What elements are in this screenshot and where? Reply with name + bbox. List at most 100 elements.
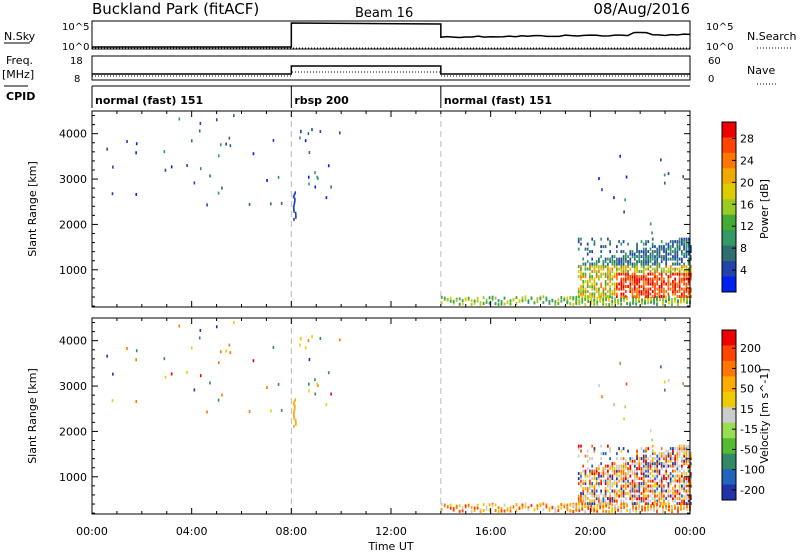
- power-cell: [590, 297, 593, 301]
- power-cell: [667, 275, 670, 279]
- power-cell: [676, 245, 679, 249]
- power-cell: [620, 257, 623, 261]
- velocity-cell: [219, 350, 222, 354]
- power-cell: [642, 265, 645, 269]
- velocity-cell: [672, 447, 674, 451]
- power-cell: [622, 295, 625, 299]
- power-cell: [233, 114, 235, 118]
- power-cell: [609, 270, 611, 274]
- velocity-cell: [591, 477, 594, 481]
- velocity-cell: [660, 489, 663, 493]
- power-cell: [229, 144, 232, 148]
- power-cell: [609, 250, 611, 254]
- power-cell: [678, 280, 681, 284]
- velocity-cell: [611, 484, 614, 488]
- power-cell: [611, 296, 614, 300]
- power-cell: [663, 287, 665, 291]
- velocity-cell: [658, 454, 661, 458]
- velocity-cell: [500, 509, 503, 513]
- power-cell: [687, 252, 690, 256]
- velocity-cell: [624, 492, 627, 496]
- power-cell: [624, 290, 627, 294]
- velocity-cell: [690, 454, 692, 458]
- velocity-cell: [642, 489, 645, 493]
- velocity-cell: [598, 502, 600, 506]
- power-cell: [217, 191, 220, 195]
- velocity-cell: [685, 502, 688, 506]
- velocity-cell: [678, 444, 681, 448]
- velocity-cell: [624, 459, 627, 463]
- velocity-cell: [683, 499, 685, 503]
- power-cell: [604, 292, 607, 296]
- power-cell: [649, 292, 652, 296]
- velocity-cell: [660, 477, 663, 481]
- nave-label: Nave: [747, 64, 775, 77]
- power-cell: [656, 280, 659, 284]
- power-cell: [636, 292, 638, 296]
- power-cell: [614, 299, 617, 303]
- velocity-cell: [622, 469, 625, 473]
- power-cell: [662, 298, 664, 302]
- power-cell: [660, 247, 663, 251]
- power-cell: [593, 295, 596, 299]
- velocity-cell: [635, 509, 637, 513]
- power-cell: [685, 267, 688, 271]
- power-cell: [638, 282, 641, 286]
- power-cell: [681, 242, 683, 246]
- power-cell: [690, 255, 692, 259]
- power-cell: [658, 277, 661, 281]
- velocity-cell: [618, 494, 620, 498]
- velocity-cell: [651, 449, 654, 453]
- power-cell: [645, 255, 647, 259]
- velocity-cell: [464, 504, 467, 508]
- power-cell: [221, 186, 223, 190]
- velocity-cell: [577, 477, 580, 481]
- power-cell: [598, 287, 600, 291]
- power-cell: [674, 287, 677, 291]
- velocity-cell: [642, 464, 645, 468]
- velocity-cell: [554, 510, 557, 514]
- velocity-cell: [685, 474, 688, 478]
- power-cell: [623, 299, 626, 303]
- velocity-cell: [665, 477, 668, 481]
- velocity-cell: [557, 509, 560, 513]
- power-cell: [636, 275, 638, 279]
- velocity-cell: [678, 477, 681, 481]
- power-cell: [663, 267, 665, 271]
- velocity-cell: [619, 361, 621, 365]
- velocity-cell: [581, 502, 584, 506]
- power-cell: [669, 275, 672, 279]
- velocity-cell: [636, 482, 638, 486]
- power-cell: [624, 252, 627, 256]
- velocity-cell: [613, 462, 616, 466]
- velocity-cell: [295, 422, 297, 426]
- power-cell: [656, 255, 659, 259]
- power-cell: [560, 296, 563, 300]
- power-cell: [623, 210, 625, 214]
- power-cell: [193, 181, 196, 185]
- power-cell: [620, 260, 623, 264]
- velocity-cell: [663, 452, 665, 456]
- velocity-cell: [602, 507, 605, 511]
- velocity-cell: [658, 479, 661, 483]
- velocity-cell: [607, 484, 609, 488]
- velocity-cell: [229, 351, 232, 355]
- power-cell: [629, 282, 632, 286]
- power-cell: [668, 295, 670, 299]
- power-cell: [633, 252, 636, 256]
- power-cell: [178, 117, 181, 121]
- colorbar-tick-label: -50: [740, 443, 758, 456]
- velocity-cell: [629, 467, 632, 471]
- velocity-cell: [645, 457, 647, 461]
- velocity-cell: [618, 474, 620, 478]
- velocity-cell: [577, 497, 580, 501]
- velocity-cell: [580, 482, 582, 486]
- power-cell: [667, 270, 670, 274]
- x-axis-label: Time UT: [367, 540, 413, 553]
- velocity-cell: [676, 502, 679, 506]
- power-cell: [674, 262, 677, 266]
- velocity-cell: [633, 492, 636, 496]
- velocity-cell: [638, 492, 641, 496]
- power-cell: [608, 296, 611, 300]
- velocity-cell: [636, 477, 638, 481]
